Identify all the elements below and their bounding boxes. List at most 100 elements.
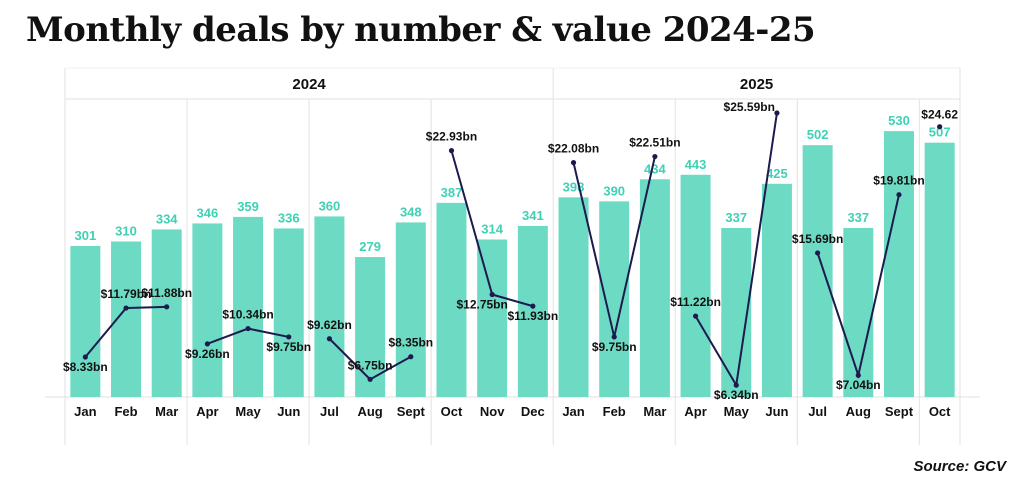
bar — [761, 183, 792, 397]
bar-value-label: 530 — [888, 113, 910, 128]
month-label: Nov — [480, 404, 505, 419]
month-label: Sept — [885, 404, 914, 419]
month-label: Jan — [74, 404, 96, 419]
month-label: May — [724, 404, 750, 419]
value-point — [896, 192, 902, 198]
month-label: Jun — [765, 404, 788, 419]
value-point — [448, 148, 455, 154]
bar-value-label: 314 — [481, 221, 503, 236]
bar-value-label: 390 — [603, 183, 625, 198]
value-label: $22.93bn — [426, 130, 477, 144]
month-label: Aug — [846, 404, 871, 419]
value-point — [652, 153, 658, 160]
bar-value-label: 341 — [522, 208, 544, 223]
value-point — [286, 334, 292, 340]
month-label: Oct — [441, 404, 463, 419]
value-label: $8.35bn — [388, 336, 433, 350]
bar-value-label: 334 — [156, 211, 178, 226]
month-label: Jul — [808, 404, 827, 419]
bar — [233, 216, 264, 397]
value-point — [774, 110, 780, 116]
value-point — [570, 160, 577, 166]
bar — [477, 239, 508, 397]
value-label: $24.62 — [921, 108, 958, 122]
month-label: Oct — [929, 404, 951, 419]
value-point — [123, 305, 129, 311]
value-point — [367, 376, 373, 382]
month-label: May — [235, 404, 261, 419]
bar-value-label: 443 — [685, 157, 707, 172]
bar-value-label: 425 — [766, 166, 788, 181]
value-point — [855, 372, 861, 378]
year-label: 2024 — [292, 76, 326, 93]
bar — [517, 225, 548, 397]
month-label: Feb — [603, 404, 626, 419]
value-point — [204, 341, 210, 347]
bar — [680, 174, 711, 397]
value-point — [82, 354, 88, 360]
value-point — [815, 250, 821, 256]
bar — [599, 201, 630, 397]
month-label: Aug — [357, 404, 382, 419]
bar-value-label: 301 — [74, 228, 96, 243]
month-label: Jan — [562, 404, 584, 419]
chart-title: Monthly deals by number & value 2024-25 — [26, 10, 816, 50]
bar — [883, 131, 914, 397]
value-label: $9.62bn — [307, 318, 352, 332]
value-point — [489, 291, 495, 298]
bar — [802, 145, 833, 397]
value-point — [164, 304, 170, 310]
month-label: Apr — [684, 404, 706, 419]
value-label: $6.34bn — [714, 388, 759, 402]
month-label: Feb — [114, 404, 137, 419]
value-label: $25.59bn — [724, 100, 775, 114]
year-label: 2025 — [740, 76, 773, 93]
bar-value-label: 337 — [847, 210, 869, 225]
value-label: $9.26bn — [185, 347, 230, 361]
bar — [151, 229, 182, 397]
value-label: $11.79bn — [101, 287, 152, 301]
bar — [436, 202, 467, 397]
value-label: $11.88bn — [141, 286, 192, 300]
value-label: $7.04bn — [836, 378, 881, 392]
value-label: $11.93bn — [507, 309, 558, 323]
bar-value-label: 279 — [359, 239, 381, 254]
bar-value-label: 502 — [807, 127, 829, 142]
bar — [395, 222, 426, 397]
month-label: Dec — [521, 404, 545, 419]
value-label: $12.75bn — [456, 298, 507, 312]
value-label: $9.75bn — [592, 340, 637, 354]
month-label: Mar — [643, 404, 666, 419]
bar — [273, 228, 304, 397]
value-point — [692, 313, 699, 319]
bar-value-label: 359 — [237, 199, 259, 214]
value-point — [530, 303, 536, 309]
value-label: $6.75bn — [348, 358, 393, 372]
value-label: $9.75bn — [266, 340, 311, 354]
value-label: $22.08bn — [548, 142, 599, 156]
bar-value-label: 336 — [278, 210, 300, 225]
value-point — [408, 354, 414, 360]
value-label: $19.81bn — [873, 174, 924, 188]
value-label: $15.69bn — [792, 232, 843, 246]
month-label: Sept — [397, 404, 426, 419]
bar — [924, 142, 955, 397]
value-point — [733, 382, 739, 388]
bar — [70, 246, 101, 397]
value-point — [611, 334, 617, 340]
bar-value-label: 310 — [115, 223, 137, 238]
value-point — [937, 124, 943, 130]
month-label: Mar — [155, 404, 178, 419]
bar-value-label: 507 — [929, 125, 951, 140]
value-point — [326, 336, 333, 342]
bar — [192, 223, 223, 397]
source-note: Source: GCV — [913, 458, 1006, 475]
bar-value-label: 337 — [725, 210, 747, 225]
bar-value-label: 360 — [319, 198, 341, 213]
bar — [639, 179, 670, 397]
bar — [843, 227, 874, 397]
bar-value-label: 387 — [441, 185, 463, 200]
bar-value-label: 434 — [644, 161, 666, 176]
bar-value-label: 348 — [400, 204, 422, 219]
